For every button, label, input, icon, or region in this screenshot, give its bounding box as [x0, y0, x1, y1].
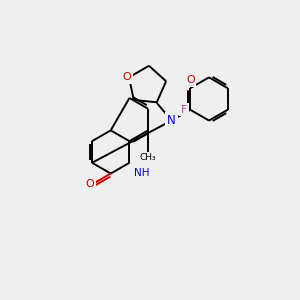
Text: O: O	[86, 179, 94, 189]
Text: O: O	[123, 72, 131, 82]
Text: N: N	[167, 114, 176, 127]
Text: O: O	[186, 75, 195, 85]
Text: NH: NH	[134, 168, 150, 178]
Text: CH₃: CH₃	[140, 153, 157, 162]
Text: F: F	[181, 105, 187, 115]
